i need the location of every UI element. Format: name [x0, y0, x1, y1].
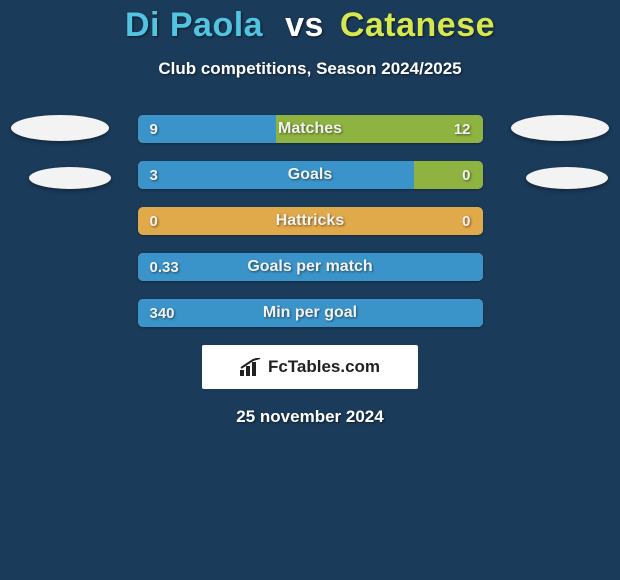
player2-nation-logo: [526, 167, 608, 189]
stat-bar-left: [138, 253, 483, 281]
player2-club-logo: [511, 115, 609, 141]
subtitle: Club competitions, Season 2024/2025: [0, 59, 620, 79]
stat-row: Goals per match0.33: [138, 253, 483, 281]
stat-bar-left: [138, 115, 276, 143]
stat-bar-right: [414, 161, 483, 189]
player1-club-logo: [11, 115, 109, 141]
stat-label: Hattricks: [138, 207, 483, 235]
stat-value-left: 9: [150, 115, 158, 143]
stat-bar-left: [138, 161, 414, 189]
stat-value-left: 340: [150, 299, 175, 327]
stat-bar-right: [276, 115, 483, 143]
player1-nation-logo: [29, 167, 111, 189]
page-title: Di Paola vs Catanese: [0, 6, 620, 45]
brand-chart-icon: [240, 358, 262, 376]
stat-row: Min per goal340: [138, 299, 483, 327]
stat-value-left: 3: [150, 161, 158, 189]
stat-row: Matches912: [138, 115, 483, 143]
stat-row: Hattricks0 0: [138, 207, 483, 235]
brand-badge: FcTables.com: [202, 345, 418, 389]
stat-value-right: 0: [462, 207, 470, 235]
content-area: Matches912Goals30Hattricks00Goals per ma…: [0, 115, 620, 427]
stat-row: Goals30: [138, 161, 483, 189]
title-vs: vs: [285, 6, 324, 44]
snapshot-date: 25 november 2024: [0, 407, 620, 427]
stat-value-right: 12: [454, 115, 471, 143]
title-player1: Di Paola: [125, 6, 263, 44]
stat-bar-left: [138, 299, 483, 327]
stat-value-left: 0: [150, 207, 158, 235]
brand-text: FcTables.com: [268, 357, 380, 377]
comparison-card: Di Paola vs Catanese Club competitions, …: [0, 0, 620, 580]
stat-value-left: 0.33: [150, 253, 179, 281]
stat-value-right: 0: [462, 161, 470, 189]
title-player2: Catanese: [340, 6, 495, 44]
stat-bars: Matches912Goals30Hattricks00Goals per ma…: [138, 115, 483, 327]
